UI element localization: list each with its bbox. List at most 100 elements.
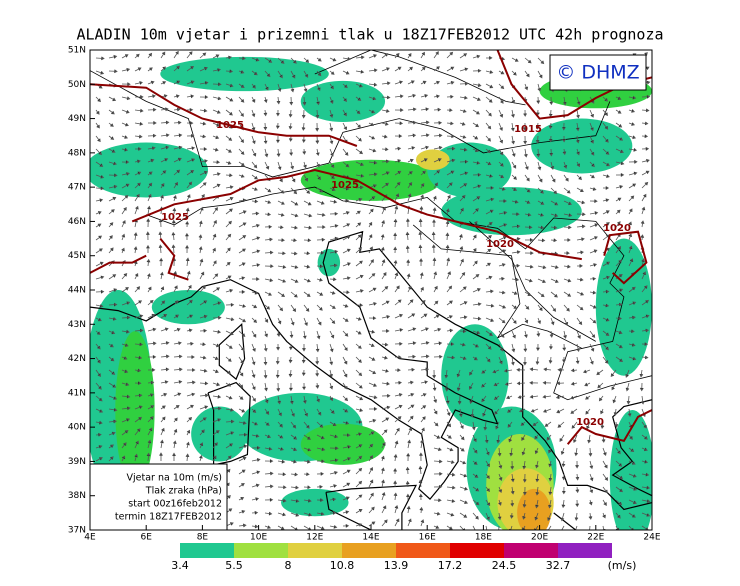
wind-arrow (511, 148, 516, 158)
wind-arrow (238, 395, 244, 400)
wind-arrow (628, 208, 633, 215)
wind-arrow (640, 220, 645, 228)
wind-arrow (290, 434, 298, 440)
colorbar-label: 32.7 (546, 559, 571, 572)
wind-arrow (576, 277, 584, 282)
wind-arrow (186, 133, 195, 138)
wind-arrow (316, 471, 325, 476)
wind-arrow (355, 432, 363, 436)
wind-arrow (433, 195, 437, 202)
wind-arrow (264, 187, 272, 193)
wind-arrow (264, 471, 274, 476)
wind-arrow (315, 382, 320, 389)
wind-arrow (407, 354, 416, 359)
wind-arrow (407, 93, 417, 98)
wind-arrow (329, 330, 335, 339)
wind-arrow (407, 120, 417, 125)
wind-arrow (316, 187, 324, 193)
wind-arrow (225, 455, 232, 462)
wind-arrow (251, 83, 256, 89)
wind-arrow (589, 304, 597, 309)
wind-arrow (641, 512, 651, 517)
wind-arrow (121, 301, 131, 306)
wind-arrow (394, 518, 400, 527)
legend-box (89, 463, 228, 531)
wind-arrow (524, 264, 534, 269)
wind-arrow (407, 80, 415, 85)
wind-arrow (95, 148, 102, 156)
wind-arrow (511, 250, 521, 255)
wind-arrow (264, 70, 271, 78)
wind-arrow (355, 317, 362, 321)
wind-arrow (520, 421, 526, 427)
wind-arrow (472, 54, 481, 59)
wind-arrow (407, 107, 417, 112)
wind-arrow (530, 408, 539, 413)
wind-arrow (329, 304, 336, 309)
wind-arrow (589, 199, 598, 204)
wind-arrow (277, 304, 284, 312)
wind-arrow (602, 317, 610, 322)
wind-arrow (393, 218, 398, 228)
wind-arrow (576, 291, 585, 296)
wind-arrow (355, 260, 363, 267)
wind-arrow (316, 330, 321, 340)
wind-arrow (446, 80, 455, 85)
wind-arrow (238, 96, 245, 103)
wind-arrow (368, 407, 378, 411)
wind-arrow (121, 394, 131, 399)
wind-arrow (498, 330, 505, 338)
wind-arrow (628, 135, 637, 140)
wind-arrow (602, 174, 610, 178)
wind-arrow (419, 272, 424, 280)
wind-arrow (511, 109, 515, 118)
wind-arrow (524, 317, 529, 324)
wind-arrow (446, 51, 454, 59)
wind-arrow (485, 248, 492, 254)
wind-arrow (146, 258, 151, 267)
wind-arrow (544, 421, 552, 427)
wind-arrow (212, 96, 222, 101)
wind-arrow (445, 244, 450, 254)
wind-area (595, 238, 652, 376)
wind-arrow (212, 273, 219, 280)
wind-arrow (499, 199, 507, 203)
wind-arrow (185, 207, 190, 215)
wind-arrow (238, 198, 247, 203)
wind-arrow (185, 244, 189, 254)
wind-arrow (368, 246, 373, 254)
wind-arrow (108, 96, 117, 102)
wind-arrow (394, 380, 402, 385)
wind-arrow (277, 317, 282, 325)
wind-arrow (315, 109, 320, 119)
wind-arrow (549, 330, 554, 338)
wind-arrow (394, 66, 402, 72)
wind-arrow (522, 512, 526, 520)
wind-arrow (277, 434, 284, 439)
wind-arrow (394, 193, 400, 202)
wind-arrow (199, 170, 208, 176)
wind-arrow (186, 80, 195, 85)
wind-arrow (316, 250, 325, 255)
wind-arrow (316, 291, 324, 296)
wind-arrow (498, 83, 505, 90)
wind-arrow (485, 70, 494, 74)
wind-arrow (301, 369, 306, 377)
wind-arrow (589, 122, 594, 132)
wind-arrow (342, 356, 348, 365)
wind-arrow (289, 395, 294, 405)
wind-arrow (381, 171, 390, 176)
wind-arrow (121, 147, 129, 152)
wind-arrow (303, 291, 311, 297)
wind-arrow (446, 146, 456, 151)
wind-arrow (485, 356, 491, 363)
wind-arrow (212, 233, 217, 241)
wind-arrow (108, 222, 114, 228)
wind-arrow (641, 355, 649, 360)
wind-arrow (433, 80, 441, 85)
wind-arrow (288, 135, 293, 142)
wind-arrow (641, 170, 650, 176)
wind-arrow (420, 416, 426, 423)
wind-arrow (610, 369, 617, 378)
wind-arrow (225, 96, 234, 102)
